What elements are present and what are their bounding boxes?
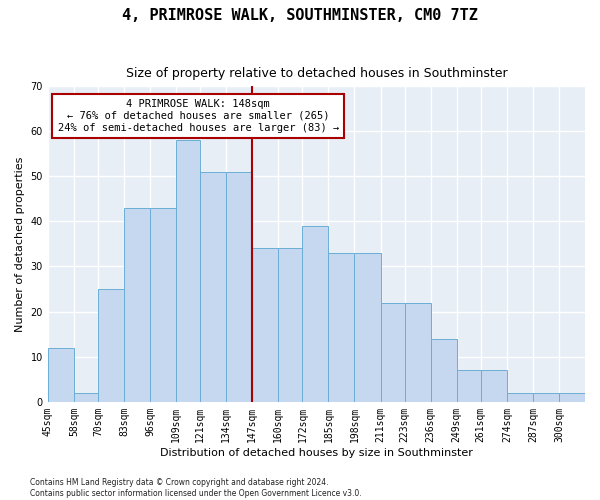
Bar (481, 370, 507, 402)
Bar (507, 393, 533, 402)
Bar (431, 338, 457, 402)
Bar (74, 393, 98, 402)
Bar (380, 302, 404, 402)
Bar (404, 302, 431, 402)
Bar (176, 140, 200, 402)
Bar (252, 248, 278, 402)
Bar (278, 248, 302, 402)
Text: Contains HM Land Registry data © Crown copyright and database right 2024.
Contai: Contains HM Land Registry data © Crown c… (30, 478, 362, 498)
Bar (226, 172, 252, 402)
Bar (200, 172, 226, 402)
Bar (98, 289, 124, 402)
Bar (150, 208, 176, 402)
Text: 4 PRIMROSE WALK: 148sqm
← 76% of detached houses are smaller (265)
24% of semi-d: 4 PRIMROSE WALK: 148sqm ← 76% of detache… (58, 100, 339, 132)
Bar (124, 208, 150, 402)
Bar (48, 348, 74, 402)
Bar (355, 253, 380, 402)
Bar (457, 370, 481, 402)
Text: 4, PRIMROSE WALK, SOUTHMINSTER, CM0 7TZ: 4, PRIMROSE WALK, SOUTHMINSTER, CM0 7TZ (122, 8, 478, 22)
Bar (559, 393, 585, 402)
Bar (302, 226, 328, 402)
X-axis label: Distribution of detached houses by size in Southminster: Distribution of detached houses by size … (160, 448, 473, 458)
Bar (533, 393, 559, 402)
Title: Size of property relative to detached houses in Southminster: Size of property relative to detached ho… (125, 68, 507, 80)
Bar (328, 253, 355, 402)
Y-axis label: Number of detached properties: Number of detached properties (15, 156, 25, 332)
